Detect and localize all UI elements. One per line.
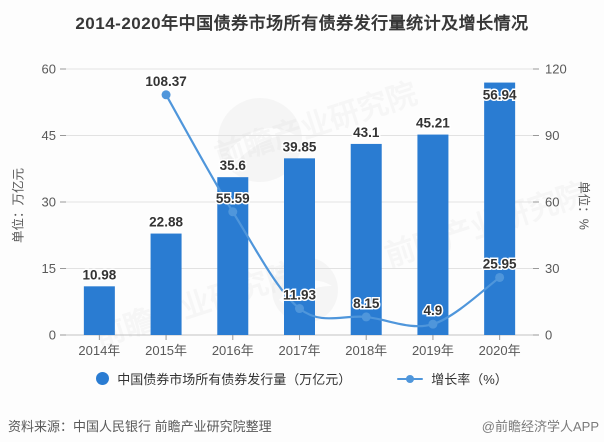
svg-text:90: 90 bbox=[545, 128, 559, 143]
svg-text:35.6: 35.6 bbox=[220, 158, 247, 173]
svg-text:2018年: 2018年 bbox=[345, 343, 387, 358]
line-group bbox=[161, 90, 505, 329]
svg-text:55.59: 55.59 bbox=[216, 191, 250, 206]
svg-text:2014年: 2014年 bbox=[78, 343, 120, 358]
svg-text:108.37: 108.37 bbox=[145, 74, 186, 89]
svg-text:60: 60 bbox=[545, 195, 559, 210]
x-axis-group: 2014年 2015年 2016年 2017年 2018年 2019年 2020年 bbox=[78, 335, 521, 358]
svg-text:2017年: 2017年 bbox=[279, 343, 321, 358]
legend-item-bar-series[interactable]: 中国债券市场所有债券发行量（万亿元） bbox=[96, 369, 351, 388]
svg-text:2016年: 2016年 bbox=[212, 343, 254, 358]
svg-text:45.21: 45.21 bbox=[416, 116, 450, 131]
svg-text:8.15: 8.15 bbox=[353, 296, 380, 311]
chart-legend: 中国债券市场所有债券发行量（万亿元） 增长率（%） bbox=[0, 369, 604, 388]
legend-label-bar-series: 中国债券市场所有债券发行量（万亿元） bbox=[117, 372, 352, 387]
svg-text:4.9: 4.9 bbox=[424, 303, 443, 318]
svg-text:2019年: 2019年 bbox=[412, 343, 454, 358]
value-labels-group: 10.98 22.88 35.6 39.85 43.1 45.21 56.94 108.37 5… bbox=[81, 72, 519, 319]
legend-item-line-series[interactable]: 增长率（%） bbox=[397, 369, 508, 388]
line-series-marker-icon bbox=[397, 372, 424, 385]
svg-text:30: 30 bbox=[545, 261, 559, 276]
svg-text:25.95: 25.95 bbox=[483, 256, 517, 271]
svg-text:11.93: 11.93 bbox=[283, 288, 317, 303]
svg-text:22.88: 22.88 bbox=[149, 215, 183, 230]
svg-text:2020年: 2020年 bbox=[479, 343, 521, 358]
svg-text:10.98: 10.98 bbox=[82, 267, 116, 282]
legend-label-line-series: 增长率（%） bbox=[431, 372, 508, 387]
svg-text:0: 0 bbox=[545, 328, 552, 343]
svg-text:56.94: 56.94 bbox=[483, 88, 517, 103]
bar-series-marker-icon bbox=[96, 372, 110, 385]
page-title: 2014-2020年中国债券市场所有债券发行量统计及增长情况 bbox=[75, 14, 529, 33]
svg-text:30: 30 bbox=[42, 195, 56, 210]
svg-text:120: 120 bbox=[545, 62, 567, 77]
credit-note: @前瞻经济学人APP bbox=[481, 419, 599, 434]
left-axis-title: 单位：万亿元 bbox=[11, 168, 26, 244]
right-axis-title: 单位：% bbox=[576, 181, 591, 230]
bars-group bbox=[83, 82, 516, 335]
svg-text:0: 0 bbox=[49, 328, 56, 343]
svg-text:15: 15 bbox=[42, 261, 56, 276]
data-source-note: 资料来源：中国人民银行 前瞻产业研究院整理 bbox=[8, 419, 272, 434]
svg-text:2015年: 2015年 bbox=[145, 343, 187, 358]
svg-text:45: 45 bbox=[42, 128, 56, 143]
svg-text:39.85: 39.85 bbox=[283, 139, 317, 154]
svg-text:43.1: 43.1 bbox=[353, 125, 380, 140]
svg-text:60: 60 bbox=[42, 62, 56, 77]
